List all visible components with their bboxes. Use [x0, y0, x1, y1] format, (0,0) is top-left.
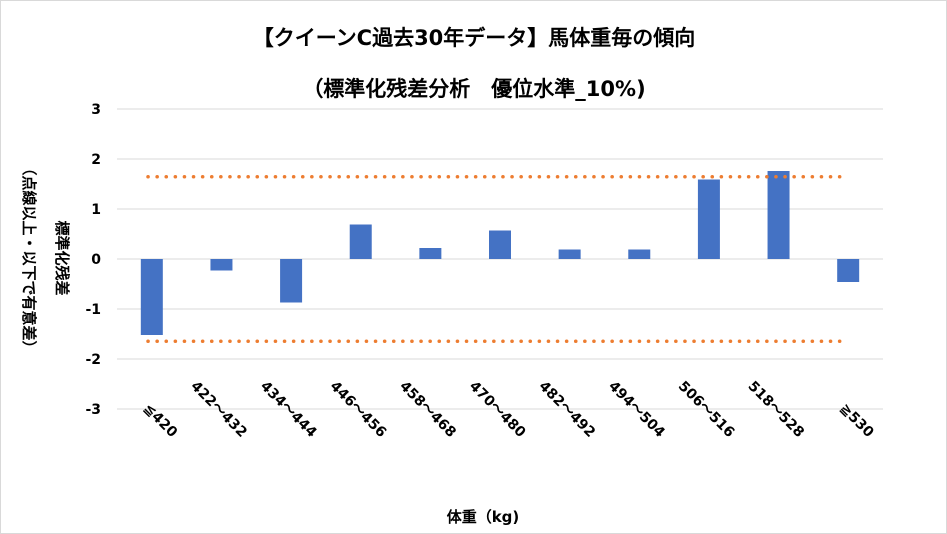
y-tick-label: 1 — [91, 202, 101, 218]
y-axis-note: （点線以上・以下で有意差） — [20, 160, 38, 355]
x-tick-label: ≦420 — [140, 401, 180, 441]
y-tick-labels: -3 -2 -1 0 1 2 3 — [85, 102, 101, 418]
x-tick-label: 458～468 — [396, 378, 459, 441]
bar — [697, 179, 720, 259]
bar — [419, 248, 442, 259]
bar — [140, 259, 163, 335]
threshold-lines — [146, 175, 850, 343]
y-tick-label: -2 — [85, 352, 101, 368]
chart-subtitle: （標準化残差分析 優位水準_10%) — [302, 77, 645, 101]
bar — [558, 249, 581, 259]
bar — [489, 230, 511, 259]
x-tick-labels: ≦420 422～432 434～444 446～456 458～468 470～480 4… — [140, 378, 877, 441]
x-axis-label: 体重（kg) — [447, 508, 520, 526]
x-tick-label: 494～504 — [605, 378, 668, 441]
bars — [140, 171, 860, 335]
x-tick-label: 422～432 — [187, 378, 250, 441]
y-tick-label: -3 — [85, 402, 101, 418]
bar — [628, 249, 651, 259]
x-tick-label: 434～444 — [257, 378, 320, 441]
x-tick-label: 470～480 — [466, 378, 529, 441]
y-axis-label: 標準化残差 — [53, 220, 71, 295]
y-tick-label: 3 — [91, 102, 101, 118]
x-tick-label: 482～492 — [536, 378, 599, 441]
bar — [837, 259, 860, 282]
bar — [349, 224, 372, 259]
y-tick-label: 2 — [91, 152, 101, 168]
y-tick-label: -1 — [85, 302, 101, 318]
bar — [210, 259, 233, 271]
bar — [767, 171, 790, 259]
bar — [280, 259, 303, 303]
x-tick-label: 518～528 — [744, 378, 807, 441]
x-tick-label: 506～516 — [675, 378, 738, 441]
x-tick-label: 446～456 — [327, 378, 390, 441]
chart-title: 【クイーンC過去30年データ】馬体重毎の傾向 — [253, 26, 696, 50]
gridlines — [117, 108, 883, 410]
x-tick-label: ≧530 — [836, 401, 876, 441]
y-tick-label: 0 — [91, 252, 101, 268]
